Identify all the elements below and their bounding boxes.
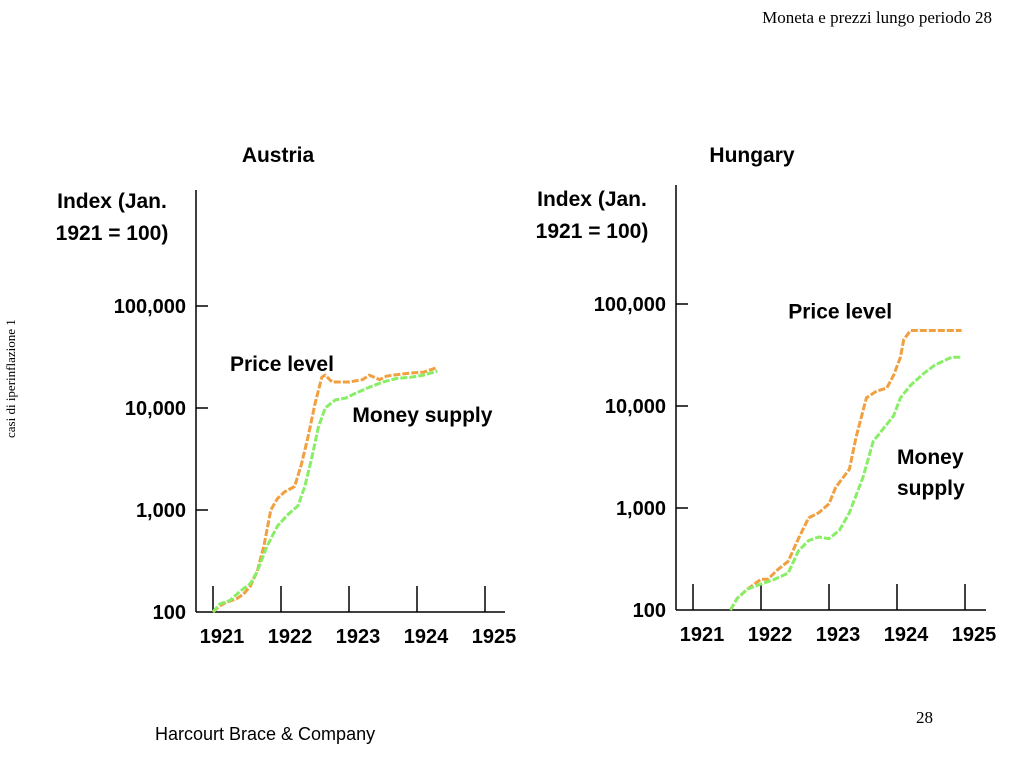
- chart-1-x-tick-label: 1924: [404, 626, 449, 648]
- chart-2-series-annotation: supply: [897, 477, 965, 500]
- chart-1-series-money-supply: [211, 369, 438, 613]
- chart-1-x-tick-label: 1923: [336, 626, 381, 648]
- chart-2-y-tick-label: 1,000: [616, 498, 666, 520]
- chart-2-series-price-level: [729, 329, 962, 611]
- chart-2-title: Hungary: [709, 144, 795, 167]
- page-number: 28: [916, 708, 933, 727]
- chart-2-x-tick-label: 1925: [952, 624, 997, 646]
- chart-2-series-annotation: Price level: [788, 301, 892, 324]
- chart-1-series-annotation: Price level: [230, 353, 334, 376]
- chart-1-x-tick-label: 1922: [268, 626, 313, 648]
- chart-1-series-annotation: Money supply: [352, 404, 492, 427]
- chart-2-series-annotation: Money: [897, 446, 964, 469]
- header-title: Moneta e prezzi lungo periodo 28: [762, 8, 992, 27]
- chart-2-x-tick-label: 1924: [884, 624, 929, 646]
- chart-1-y-tick-label: 100,000: [114, 296, 186, 318]
- chart-2-y-tick-label: 10,000: [605, 396, 666, 418]
- chart-1-title: Austria: [242, 144, 315, 167]
- chart-1-y-tick-label: 100: [153, 602, 186, 624]
- publisher-credit: Harcourt Brace & Company: [155, 724, 376, 744]
- chart-2-y-axis-label-line-2: 1921 = 100): [536, 220, 649, 243]
- chart-2-y-tick-label: 100: [633, 600, 666, 622]
- chart-1-x-tick-label: 1921: [200, 626, 245, 648]
- chart-2-y-axis-label-line-1: Index (Jan.: [537, 188, 647, 211]
- chart-2-y-tick-label: 100,000: [594, 294, 666, 316]
- chart-1-y-axis-label-line-2: 1921 = 100): [56, 222, 169, 245]
- chart-2-x-tick-label: 1923: [816, 624, 861, 646]
- chart-1-y-axis-label-line-1: Index (Jan.: [57, 190, 167, 213]
- chart-2-x-tick-label: 1921: [680, 624, 725, 646]
- chart-2-x-tick-label: 1922: [748, 624, 793, 646]
- chart-2-series-money-supply: [729, 355, 962, 611]
- chart-1-x-tick-label: 1925: [472, 626, 517, 648]
- chart-1-y-tick-label: 10,000: [125, 398, 186, 420]
- chart-1-y-tick-label: 1,000: [136, 500, 186, 522]
- chart-1-series-price-level: [211, 365, 438, 614]
